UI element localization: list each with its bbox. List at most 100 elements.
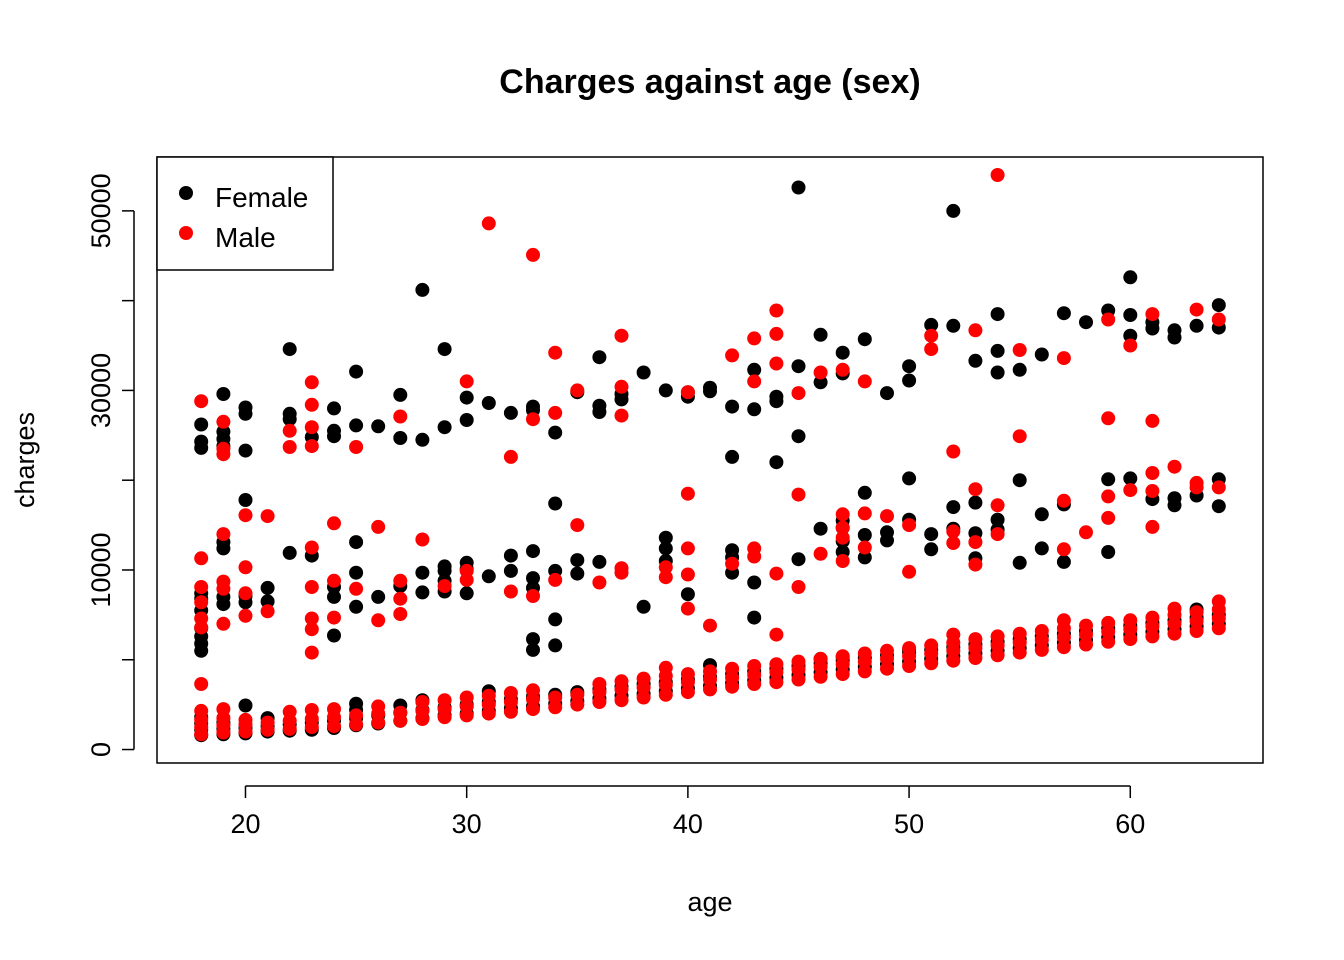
- point-male: [459, 374, 474, 389]
- point-male: [614, 328, 629, 343]
- point-male: [835, 530, 850, 545]
- point-male: [503, 584, 518, 599]
- point-male: [592, 695, 607, 709]
- point-female: [282, 545, 297, 560]
- point-male: [194, 580, 209, 594]
- point-female: [791, 180, 806, 195]
- point-female: [990, 365, 1005, 380]
- point-female: [1101, 472, 1116, 487]
- point-male: [1145, 629, 1160, 644]
- point-male: [304, 622, 319, 637]
- point-male: [216, 616, 231, 631]
- point-female: [1123, 308, 1138, 322]
- point-male: [902, 564, 917, 579]
- point-female: [1101, 545, 1116, 559]
- point-female: [658, 530, 673, 545]
- point-male: [1211, 621, 1226, 636]
- point-male: [902, 641, 917, 656]
- point-female: [349, 565, 364, 580]
- point-female: [1079, 315, 1093, 330]
- x-tick-label: 40: [673, 809, 703, 839]
- point-female: [238, 698, 253, 713]
- point-male: [1012, 645, 1027, 660]
- point-male: [393, 591, 408, 606]
- point-male: [238, 560, 253, 575]
- point-male: [327, 702, 341, 717]
- point-male: [1056, 613, 1071, 628]
- point-male: [548, 345, 563, 360]
- point-male: [526, 702, 540, 717]
- point-male: [680, 541, 695, 556]
- point-male: [1167, 601, 1182, 616]
- plot-frame: [156, 156, 1264, 764]
- point-male: [216, 702, 231, 717]
- point-female: [349, 599, 364, 614]
- point-male: [570, 383, 585, 398]
- point-male: [304, 375, 319, 390]
- point-female: [636, 365, 651, 380]
- point-male: [747, 374, 762, 389]
- point-male: [1034, 642, 1049, 657]
- point-male: [813, 669, 828, 684]
- point-male: [725, 556, 740, 571]
- point-female: [1211, 499, 1226, 514]
- point-male: [1145, 466, 1160, 480]
- point-female: [1056, 306, 1071, 321]
- point-female: [857, 550, 872, 565]
- point-male: [1123, 632, 1138, 647]
- point-male: [1167, 459, 1182, 474]
- point-male: [791, 487, 806, 502]
- point-male: [857, 664, 872, 679]
- point-male: [238, 508, 253, 523]
- point-female: [747, 610, 762, 625]
- point-female: [548, 612, 563, 627]
- point-male: [725, 348, 740, 363]
- point-female: [1012, 555, 1027, 570]
- point-male: [902, 659, 917, 673]
- point-male: [614, 674, 629, 689]
- point-male: [349, 581, 364, 596]
- point-female: [813, 327, 828, 342]
- point-male: [946, 653, 961, 668]
- x-tick-label: 60: [1115, 809, 1145, 839]
- chart-title: Charges against age (sex): [499, 63, 920, 101]
- point-male: [304, 645, 319, 660]
- y-tick-label: 0: [86, 742, 116, 757]
- point-male: [924, 656, 939, 671]
- point-male: [946, 524, 961, 539]
- point-male: [1145, 519, 1160, 534]
- point-female: [924, 527, 939, 542]
- y-tick-label: 30000: [86, 353, 116, 428]
- point-female: [880, 386, 894, 401]
- point-female: [548, 425, 563, 440]
- point-female: [747, 402, 762, 417]
- point-male: [1145, 484, 1160, 498]
- point-male: [835, 554, 850, 568]
- point-male: [769, 627, 784, 642]
- point-female: [481, 396, 496, 410]
- point-male: [1079, 525, 1093, 540]
- point-female: [1189, 318, 1204, 333]
- point-female: [791, 359, 806, 374]
- point-male: [327, 516, 341, 531]
- point-female: [1123, 471, 1138, 486]
- point-male: [1211, 594, 1226, 609]
- point-female: [968, 353, 983, 368]
- point-male: [1211, 312, 1226, 327]
- point-female: [238, 493, 253, 507]
- point-female: [548, 638, 563, 653]
- point-female: [459, 413, 474, 427]
- point-male: [1123, 613, 1138, 628]
- point-male: [282, 423, 297, 438]
- point-female: [725, 399, 740, 414]
- y-tick-label: 10000: [86, 532, 116, 607]
- point-male: [238, 586, 253, 601]
- point-male: [680, 567, 695, 582]
- point-female: [835, 345, 850, 360]
- point-male: [570, 518, 585, 533]
- point-female: [503, 405, 518, 420]
- point-male: [658, 560, 673, 575]
- point-male: [968, 323, 983, 338]
- y-axis-label: charges: [10, 412, 40, 508]
- point-female: [703, 380, 717, 395]
